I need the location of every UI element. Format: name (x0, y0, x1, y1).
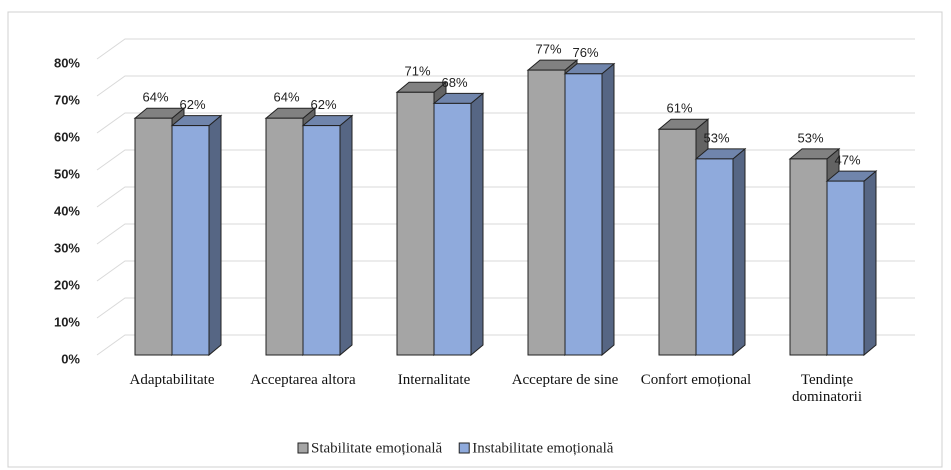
bar-front (171, 125, 210, 356)
y-tick-label: 70% (54, 92, 80, 107)
x-tick-label: Tendințe dominatorii (792, 372, 862, 405)
bar (563, 62, 616, 357)
y-tick-label: 50% (54, 166, 80, 181)
bar (301, 114, 354, 357)
data-label: 76% (572, 45, 598, 60)
data-label: 47% (834, 153, 860, 168)
legend-swatch (458, 442, 470, 454)
y-tick-label: 10% (54, 314, 80, 329)
x-tick-label-box: Internalitate (397, 372, 471, 388)
data-label: 64% (142, 90, 168, 105)
bar-front (564, 73, 603, 356)
bar-front (396, 91, 435, 356)
grid-line (96, 75, 915, 97)
grid-line (96, 334, 915, 356)
bar-front (302, 125, 341, 356)
grid-line (96, 297, 915, 319)
bar-front (433, 102, 472, 356)
grid-line (96, 260, 915, 282)
data-label: 61% (666, 101, 692, 116)
x-tick-label: Acceptare de sine (511, 372, 619, 388)
bar-side (208, 114, 222, 357)
bar-side (863, 170, 877, 357)
bar-front (826, 180, 865, 356)
data-label: 53% (703, 130, 729, 145)
bar-front (658, 128, 697, 356)
grid-line (96, 149, 915, 171)
y-tick-label: 80% (54, 55, 80, 70)
bar-front (789, 158, 828, 356)
y-tick-label: 60% (54, 129, 80, 144)
data-label: 77% (535, 42, 561, 57)
x-tick-label: Internalitate (397, 372, 471, 388)
bar-side (470, 92, 484, 357)
x-tick-label-box: Tendințe dominatorii (792, 372, 862, 405)
data-label: 62% (310, 97, 336, 112)
bar-front (695, 158, 734, 356)
data-label: 62% (179, 97, 205, 112)
data-label: 68% (441, 75, 467, 90)
bar-front (134, 117, 173, 356)
data-label: 53% (797, 130, 823, 145)
bar-front (527, 69, 566, 356)
grid-line (96, 223, 915, 245)
bar (694, 147, 747, 357)
x-tick-label: Acceptarea altora (250, 372, 356, 388)
x-tick-label-box: Acceptare de sine (511, 372, 619, 388)
bar-front (265, 117, 304, 356)
y-tick-label: 0% (61, 351, 80, 366)
legend-label: Instabilitate emoțională (472, 440, 614, 456)
bar (170, 114, 223, 357)
grid-line (96, 112, 915, 134)
grid-line (96, 186, 915, 208)
legend-swatch (297, 442, 309, 454)
bar (825, 170, 878, 357)
bar-side (732, 147, 746, 357)
x-tick-label-box: Adaptabilitate (129, 372, 215, 388)
x-tick-label: Adaptabilitate (129, 372, 215, 388)
bar-side (339, 114, 353, 357)
x-tick-label-box: Confort emoțional (640, 372, 752, 388)
grid-line (96, 38, 915, 60)
bar (432, 92, 485, 357)
bar-side (601, 62, 615, 357)
bar (788, 147, 841, 357)
legend-label: Stabilitate emoțională (311, 440, 443, 456)
y-tick-label: 30% (54, 240, 80, 255)
x-tick-label-box: Acceptarea altora (250, 372, 356, 388)
x-tick-label: Confort emoțional (640, 372, 752, 388)
data-label: 64% (273, 90, 299, 105)
y-tick-label: 40% (54, 203, 80, 218)
data-label: 71% (404, 64, 430, 79)
y-tick-label: 20% (54, 277, 80, 292)
